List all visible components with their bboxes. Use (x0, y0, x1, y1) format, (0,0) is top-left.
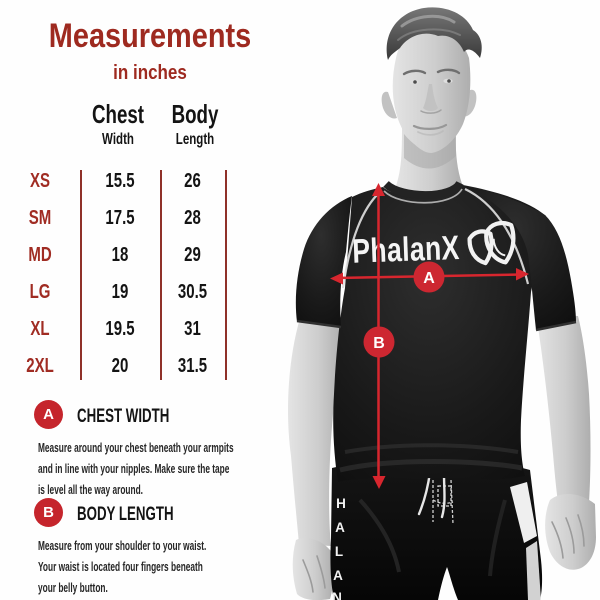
page-title: Measurements (48, 17, 252, 55)
annotation-b-heading: BODY LENGTH (77, 504, 174, 525)
svg-text:L: L (335, 544, 343, 559)
marker-b-badge (363, 326, 395, 358)
table-divider (160, 170, 162, 380)
marker-b-label: B (373, 335, 385, 352)
model-head (381, 7, 482, 153)
shorts-accent-stripe (510, 482, 537, 543)
page-subtitle: in inches (113, 62, 187, 84)
shirt-logo-emblem-icon (467, 221, 516, 266)
model-nose (423, 84, 438, 111)
model-mouth (412, 123, 448, 130)
table-row: XS 15.5 26 (29, 169, 201, 192)
arrow-up-icon (372, 183, 385, 196)
model-eyebrows (402, 68, 461, 76)
measurement-overlay: A B (330, 183, 529, 489)
column-header-body: Body Length (171, 99, 219, 148)
arrow-left-icon (330, 272, 343, 285)
table-row: LG 19 30.5 (29, 280, 208, 303)
marker-a-label: A (423, 270, 435, 287)
svg-text:N: N (332, 590, 342, 600)
shorts-logo-letters: H A L A N (332, 496, 346, 600)
annotation-a-description: Measure around your chest beneath your a… (38, 440, 234, 497)
table-row: SM 17.5 28 (28, 206, 201, 229)
model-rashguard: PhalanX (295, 180, 577, 482)
column-header-chest: Chest Width (91, 99, 145, 148)
annotation-b-description: Measure from your shoulder to your waist… (38, 538, 207, 595)
annotation-a-badge: A (34, 400, 63, 429)
marker-a-badge (413, 261, 445, 293)
table-row: 2XL 20 31.5 (26, 354, 208, 377)
rashguard-collar (383, 180, 464, 200)
model-left-arm (288, 318, 343, 600)
model-shorts: H A L A N (330, 460, 543, 600)
svg-text:A: A (335, 520, 345, 535)
arrow-down-icon (372, 476, 386, 489)
annotation-a-heading: CHEST WIDTH (77, 406, 170, 427)
arrow-right-icon (516, 268, 529, 281)
svg-text:A: A (333, 568, 343, 583)
table-row: MD 18 29 (28, 243, 201, 266)
annotation-b-badge: B (34, 498, 63, 527)
table-divider (225, 170, 227, 380)
svg-text:H: H (336, 496, 346, 511)
shirt-brand-logo: PhalanX (352, 221, 516, 271)
table-row: XL 19.5 31 (30, 317, 201, 340)
model-right-arm (536, 314, 596, 570)
table-divider (80, 170, 82, 380)
shirt-logo-text: PhalanX (352, 229, 461, 271)
